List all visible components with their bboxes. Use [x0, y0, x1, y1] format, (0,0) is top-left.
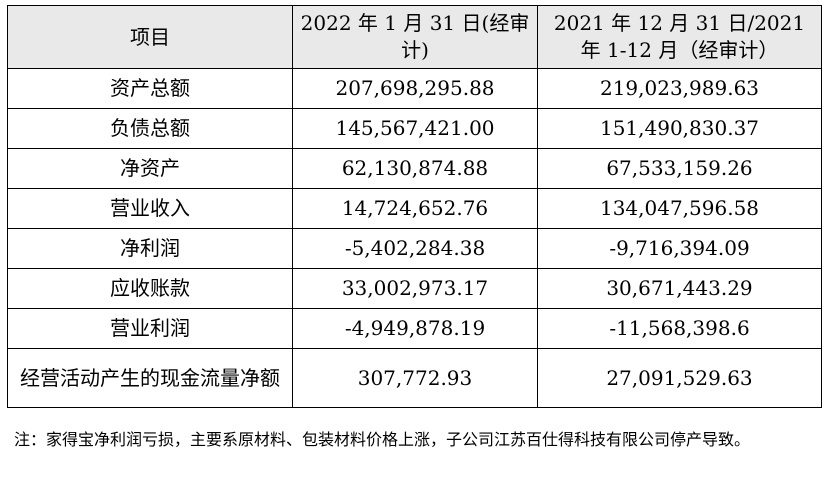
- value-2021: 67,533,159.26: [537, 148, 822, 189]
- header-2021-year: 2021 年 12 月 31 日/2021 年 1-12 月（经审计）: [537, 5, 822, 69]
- value-2022: -5,402,284.38: [292, 228, 538, 269]
- value-2022: 307,772.93: [292, 348, 538, 408]
- value-2021: -9,716,394.09: [537, 228, 822, 269]
- table-header-row: 项目 2022 年 1 月 31 日(经审计) 2021 年 12 月 31 日…: [7, 5, 822, 69]
- financial-table: 项目 2022 年 1 月 31 日(经审计) 2021 年 12 月 31 日…: [7, 5, 822, 408]
- value-2022: -4,949,878.19: [292, 308, 538, 349]
- header-item: 项目: [7, 5, 293, 69]
- header-2022-jan: 2022 年 1 月 31 日(经审计): [292, 5, 538, 69]
- table-row: 净利润 -5,402,284.38 -9,716,394.09: [7, 228, 822, 269]
- value-2021: -11,568,398.6: [537, 308, 822, 349]
- row-label: 负债总额: [7, 108, 293, 149]
- value-2021: 30,671,443.29: [537, 268, 822, 309]
- table-row: 负债总额 145,567,421.00 151,490,830.37: [7, 108, 822, 149]
- row-label: 净资产: [7, 148, 293, 189]
- table-row: 营业利润 -4,949,878.19 -11,568,398.6: [7, 308, 822, 349]
- row-label: 应收账款: [7, 268, 293, 309]
- value-2022: 62,130,874.88: [292, 148, 538, 189]
- row-label: 资产总额: [7, 68, 293, 109]
- table-row: 营业收入 14,724,652.76 134,047,596.58: [7, 188, 822, 229]
- value-2022: 145,567,421.00: [292, 108, 538, 149]
- value-2021: 219,023,989.63: [537, 68, 822, 109]
- row-label: 营业收入: [7, 188, 293, 229]
- table-row: 净资产 62,130,874.88 67,533,159.26: [7, 148, 822, 189]
- value-2022: 207,698,295.88: [292, 68, 538, 109]
- row-label: 净利润: [7, 228, 293, 269]
- row-label: 营业利润: [7, 308, 293, 349]
- value-2021: 134,047,596.58: [537, 188, 822, 229]
- table-row: 资产总额 207,698,295.88 219,023,989.63: [7, 68, 822, 109]
- value-2022: 14,724,652.76: [292, 188, 538, 229]
- value-2022: 33,002,973.17: [292, 268, 538, 309]
- footnote: 注：家得宝净利润亏损，主要系原材料、包装材料价格上涨，子公司江苏百仕得科技有限公…: [14, 430, 751, 449]
- row-label: 经营活动产生的现金流量净额: [7, 348, 293, 408]
- financial-table-container: 项目 2022 年 1 月 31 日(经审计) 2021 年 12 月 31 日…: [7, 5, 822, 408]
- value-2021: 27,091,529.63: [537, 348, 822, 408]
- table-row: 应收账款 33,002,973.17 30,671,443.29: [7, 268, 822, 309]
- table-row: 经营活动产生的现金流量净额 307,772.93 27,091,529.63: [7, 348, 822, 408]
- value-2021: 151,490,830.37: [537, 108, 822, 149]
